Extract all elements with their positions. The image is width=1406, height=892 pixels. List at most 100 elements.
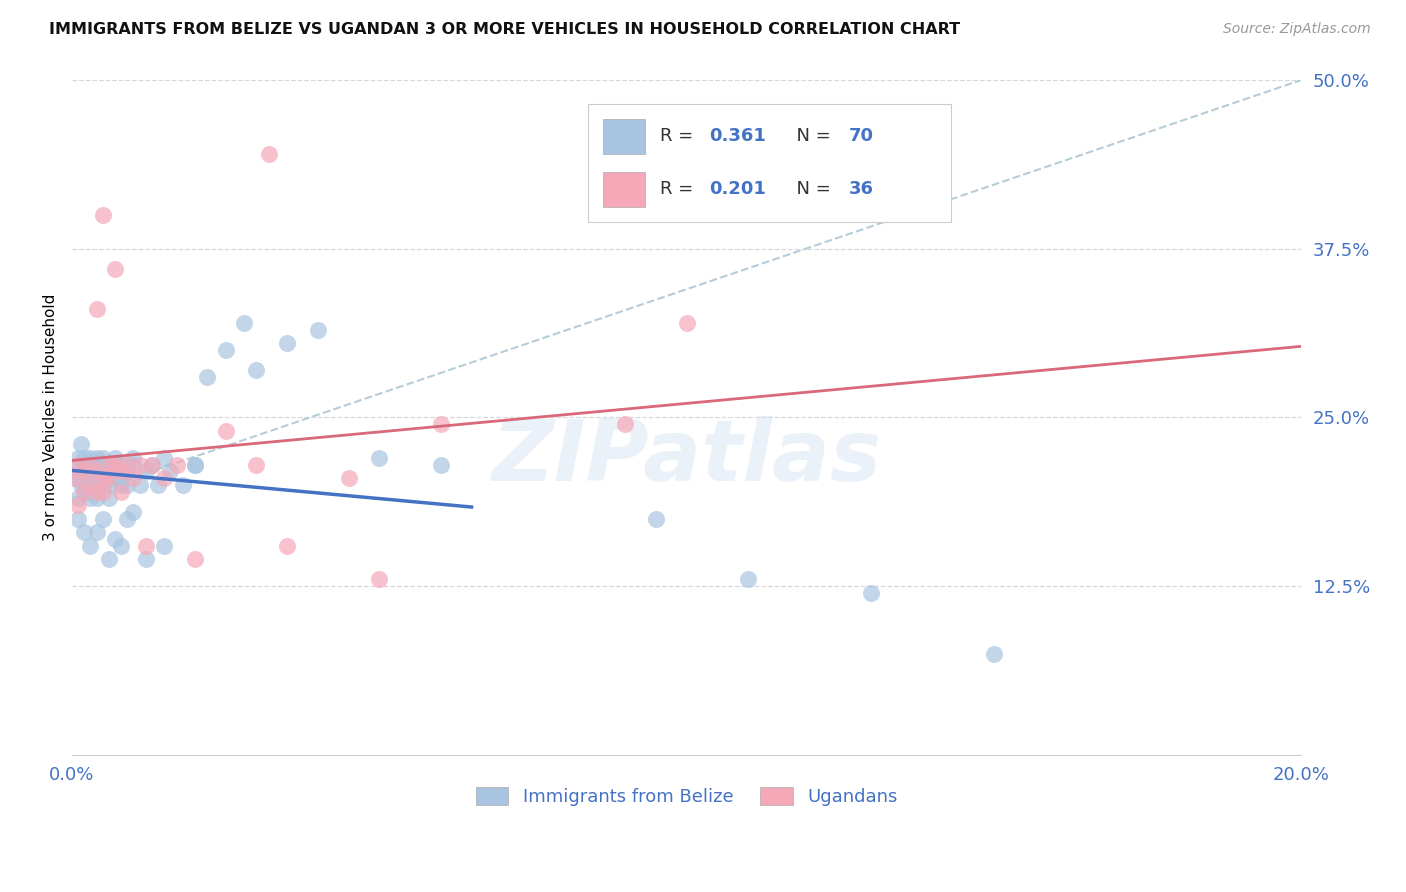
Point [73,478,96,492]
Point [67,511,90,525]
Point [97,471,120,485]
Point [67,465,90,479]
Point [184,458,207,472]
Text: R =: R = [659,180,699,198]
Point [67,458,90,472]
Point [86,525,108,540]
Point [153,471,176,485]
Point [117,478,139,492]
Point [135,539,157,553]
Point [645,511,668,525]
Point [79,491,101,506]
Point [86,478,108,492]
Point [63,471,86,485]
Point [83,465,105,479]
Point [86,450,108,465]
Point [73,484,96,499]
Point [73,525,96,540]
Point [215,424,238,438]
Point [276,539,298,553]
Point [257,147,280,161]
Point [110,458,132,472]
Point [737,573,759,587]
Point [195,370,218,384]
Point [122,458,145,472]
Point [79,458,101,472]
Point [159,465,181,479]
Point [141,458,163,472]
Point [153,539,176,553]
Point [368,573,391,587]
Text: N =: N = [785,180,837,198]
Point [141,458,163,472]
FancyBboxPatch shape [588,103,950,222]
Point [122,450,145,465]
Bar [603,172,645,207]
Point [104,532,127,546]
Point [73,465,96,479]
Point [97,552,120,566]
Point [73,450,96,465]
Text: 0.201: 0.201 [709,180,766,198]
Point [67,450,90,465]
Point [97,478,120,492]
Point [166,458,188,472]
Point [276,336,298,351]
Point [79,478,101,492]
Point [614,417,637,432]
Point [172,478,194,492]
Point [91,511,114,525]
Point [76,465,98,479]
Point [86,484,108,499]
Point [307,323,329,337]
Bar [603,120,645,154]
Text: 0.361: 0.361 [709,127,766,145]
Point [117,465,139,479]
Point [67,491,90,506]
Point [675,316,697,330]
Point [76,484,98,499]
Point [135,465,157,479]
Point [91,471,114,485]
Point [67,498,90,512]
Point [63,471,86,485]
Point [337,471,360,485]
Point [117,458,139,472]
Text: IMMIGRANTS FROM BELIZE VS UGANDAN 3 OR MORE VEHICLES IN HOUSEHOLD CORRELATION CH: IMMIGRANTS FROM BELIZE VS UGANDAN 3 OR M… [49,22,960,37]
Point [79,478,101,492]
Text: R =: R = [659,127,699,145]
Point [430,417,453,432]
Point [91,450,114,465]
Point [104,471,127,485]
Point [79,539,101,553]
Point [135,552,157,566]
Point [104,465,127,479]
Point [70,437,93,451]
Point [97,458,120,472]
Point [245,458,267,472]
Point [215,343,238,357]
Point [368,450,391,465]
Point [146,478,169,492]
Point [110,465,132,479]
Point [79,465,101,479]
Point [97,491,120,506]
Point [104,450,127,465]
Point [128,478,150,492]
Point [128,458,150,472]
Point [70,478,93,492]
Point [184,552,207,566]
Point [153,450,176,465]
Text: N =: N = [785,127,837,145]
Point [104,262,127,277]
Point [79,458,101,472]
Point [110,484,132,499]
Point [97,458,120,472]
Point [86,302,108,317]
Point [86,491,108,506]
Point [104,458,127,472]
Point [184,458,207,472]
Point [860,586,883,600]
Text: 70: 70 [849,127,875,145]
Point [430,458,453,472]
